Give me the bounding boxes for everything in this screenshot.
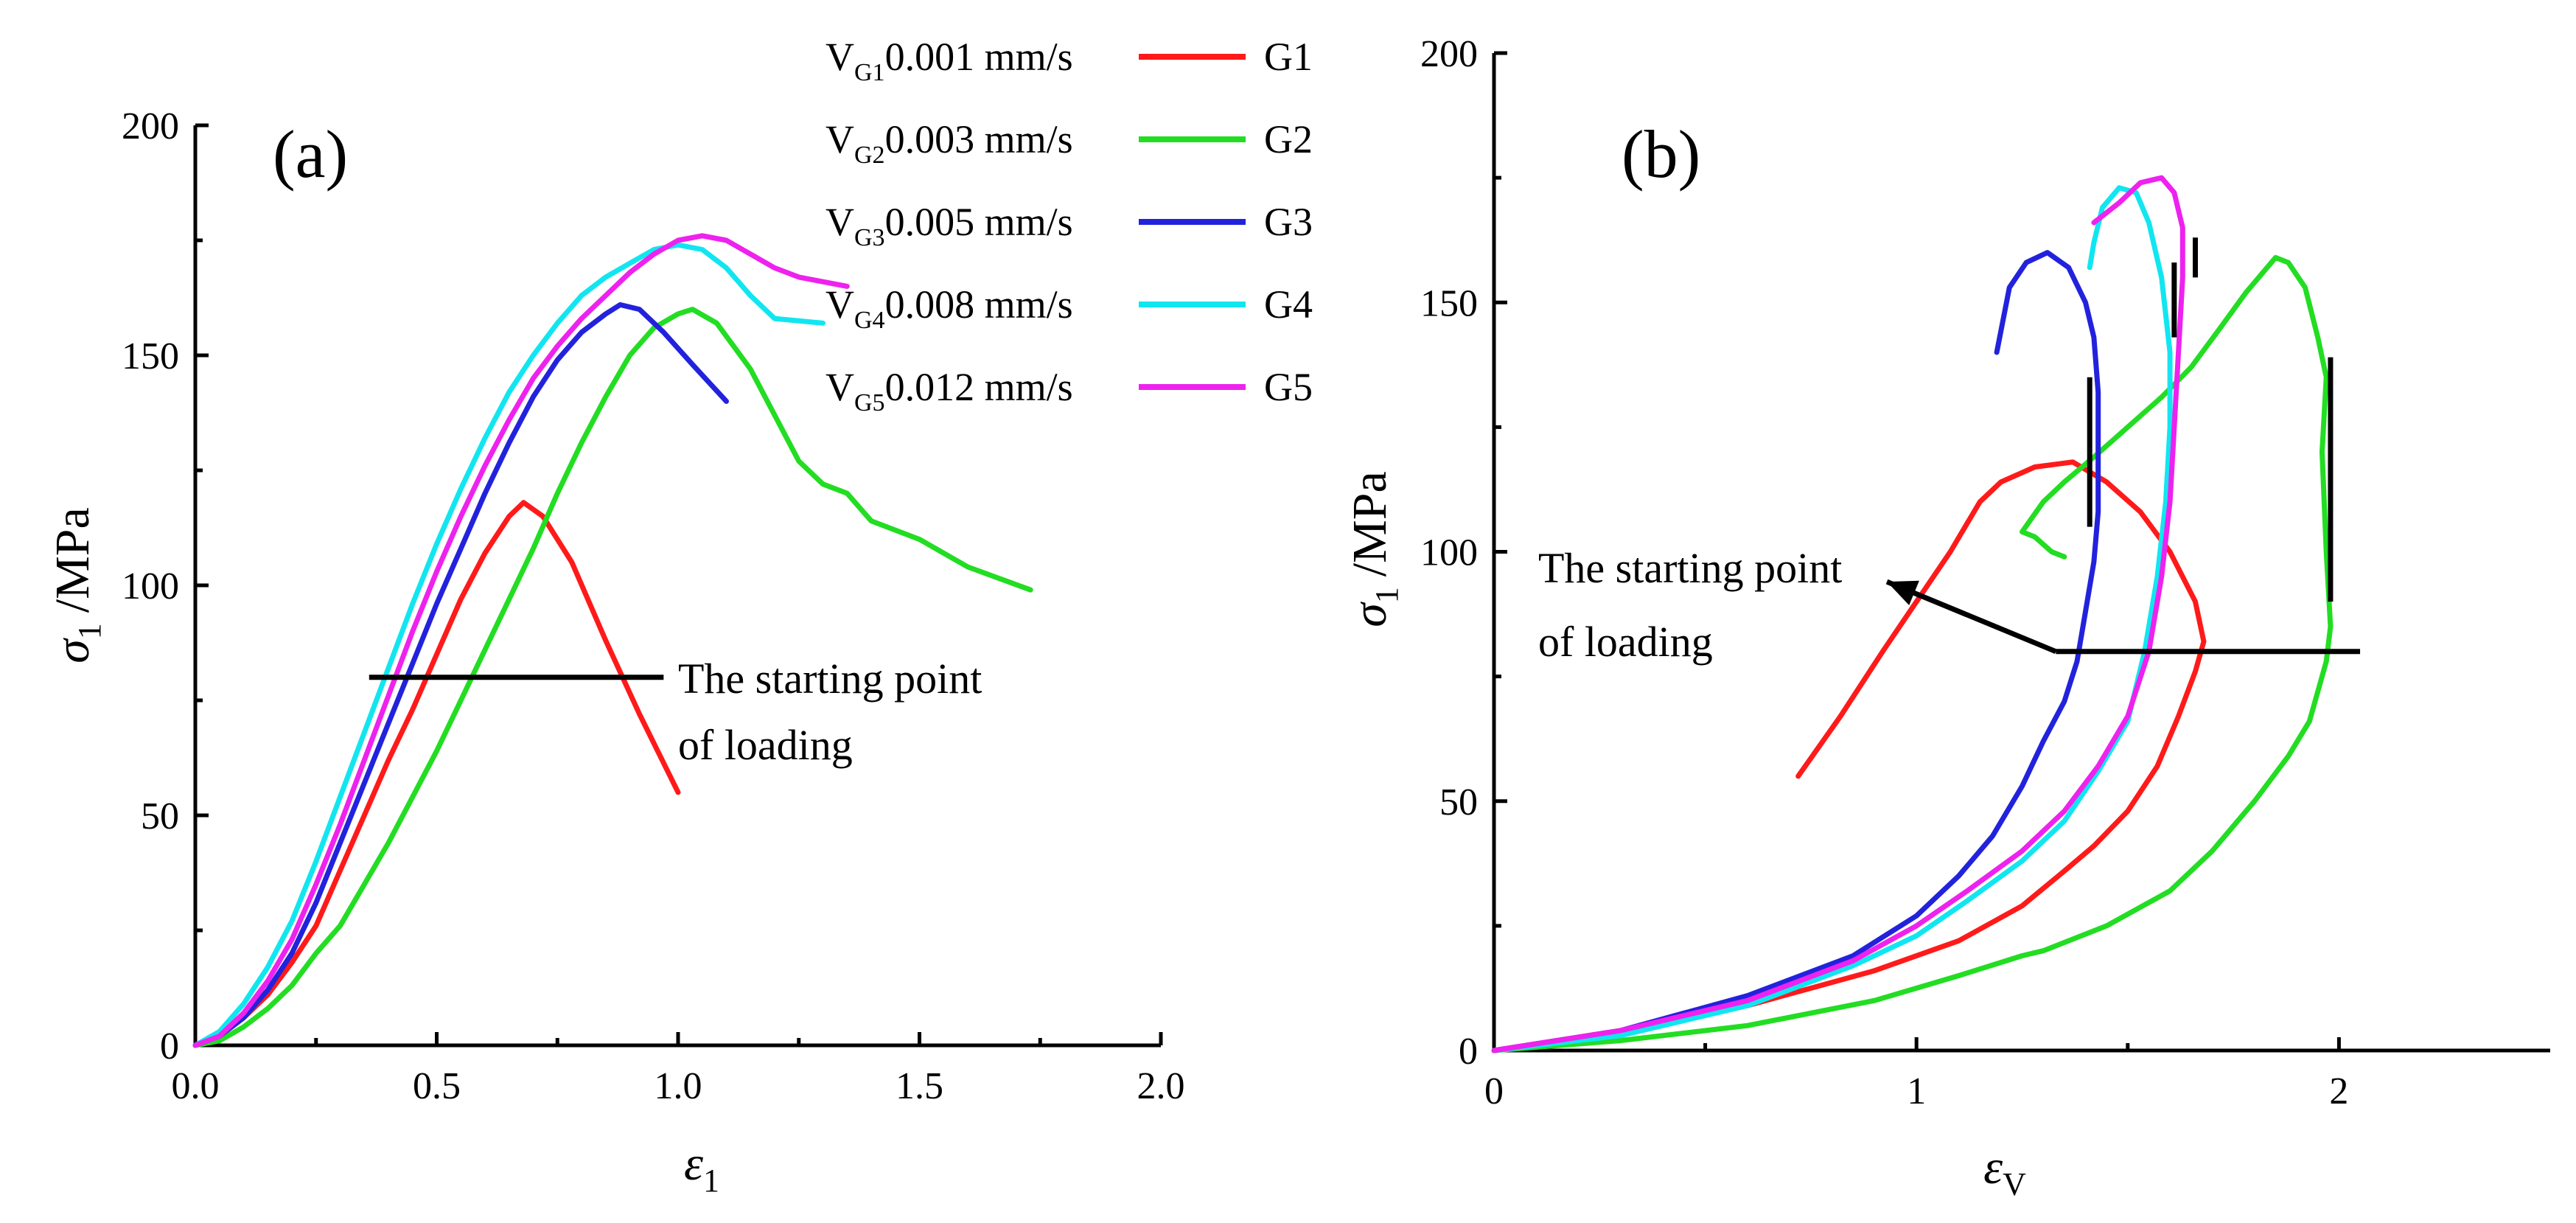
annotation-arrowhead-b bbox=[1887, 580, 1919, 605]
legend: VG10.001 mm/s G1 VG20.003 mm/s G2 VG30.005 m… bbox=[825, 35, 1313, 417]
legend-series-name: G4 bbox=[1264, 282, 1313, 327]
y-tick-label-b: 150 bbox=[1420, 282, 1478, 324]
series-line-b-G5 bbox=[1491, 175, 2185, 1053]
series-line-b-G4 bbox=[1491, 185, 2173, 1053]
legend-label: VG20.003 mm/s bbox=[825, 117, 1073, 169]
y-axis-title-b: σ1/MPa bbox=[1343, 471, 1405, 627]
legend-entry-G3: VG30.005 mm/s G3 bbox=[825, 200, 1313, 251]
x-tick-label-a: 1.5 bbox=[896, 1065, 943, 1107]
legend-entry-G5: VG50.012 mm/s G5 bbox=[825, 365, 1313, 417]
series-line-b-G3 bbox=[1491, 250, 2101, 1053]
y-tick-label-a: 200 bbox=[122, 105, 179, 147]
series-line-a-G2 bbox=[192, 307, 1033, 1048]
legend-series-name: G1 bbox=[1264, 35, 1313, 79]
x-tick-label-b: 0 bbox=[1484, 1070, 1504, 1112]
x-tick-label-b: 2 bbox=[2329, 1070, 2348, 1112]
series-line-b-G1 bbox=[1491, 459, 2207, 1053]
y-tick-label-a: 0 bbox=[160, 1025, 179, 1067]
legend-label: VG40.008 mm/s bbox=[825, 282, 1073, 334]
series-line-b-G2 bbox=[1491, 254, 2334, 1053]
x-axis-title-b: εV bbox=[1983, 1140, 2026, 1202]
chart-panel-b: 0 1 2 0 50 100 150 200 (b) εV σ1/MPa The starting p… bbox=[1343, 33, 2550, 1202]
series-line-a-G4 bbox=[192, 242, 825, 1048]
x-tick-label-b: 1 bbox=[1907, 1070, 1926, 1112]
legend-series-name: G5 bbox=[1264, 365, 1313, 409]
x-tick-label-a: 1.0 bbox=[655, 1065, 702, 1107]
y-tick-label-a: 150 bbox=[122, 335, 179, 377]
legend-label: VG50.012 mm/s bbox=[825, 365, 1073, 417]
x-tick-label-a: 0.0 bbox=[172, 1065, 220, 1107]
legend-label: VG10.001 mm/s bbox=[825, 35, 1073, 86]
legend-entry-G4: VG40.008 mm/s G4 bbox=[825, 282, 1313, 334]
legend-entry-G1: VG10.001 mm/s G1 bbox=[825, 35, 1313, 86]
chart-panel-a: 0.0 0.5 1.0 1.5 2.0 0 50 100 150 200 (a) ε1 σ1/MPa Th… bbox=[46, 105, 1185, 1199]
y-tick-label-b: 0 bbox=[1459, 1031, 1478, 1073]
x-tick-label-a: 2.0 bbox=[1137, 1065, 1185, 1107]
annotation-arrow-b bbox=[1885, 579, 2057, 655]
annotation-text-line1-b: The starting point bbox=[1538, 544, 1842, 592]
panel-label-b: (b) bbox=[1622, 116, 1700, 192]
panel-label-a: (a) bbox=[273, 116, 348, 192]
legend-entry-G2: VG20.003 mm/s G2 bbox=[825, 117, 1313, 169]
y-tick-label-b: 200 bbox=[1420, 33, 1478, 75]
y-tick-label-b: 50 bbox=[1439, 781, 1478, 823]
annotation-text-line2-b: of loading bbox=[1538, 618, 1713, 666]
x-axis-title-a: ε1 bbox=[684, 1137, 719, 1199]
legend-series-name: G2 bbox=[1264, 117, 1313, 161]
legend-label: VG30.005 mm/s bbox=[825, 200, 1073, 251]
annotation-text-line2-a: of loading bbox=[678, 721, 853, 769]
annotation-text-line1-a: The starting point bbox=[678, 655, 982, 703]
series-line-a-G1 bbox=[192, 500, 681, 1048]
y-tick-label-a: 100 bbox=[122, 565, 179, 607]
legend-series-name: G3 bbox=[1264, 200, 1313, 244]
y-axis-title-a: σ1/MPa bbox=[46, 507, 108, 663]
series-line-a-G5 bbox=[192, 233, 850, 1048]
x-tick-label-a: 0.5 bbox=[413, 1065, 461, 1107]
y-tick-label-b: 100 bbox=[1420, 532, 1478, 574]
series-line-a-G3 bbox=[192, 302, 729, 1048]
y-tick-label-a: 50 bbox=[141, 795, 179, 837]
